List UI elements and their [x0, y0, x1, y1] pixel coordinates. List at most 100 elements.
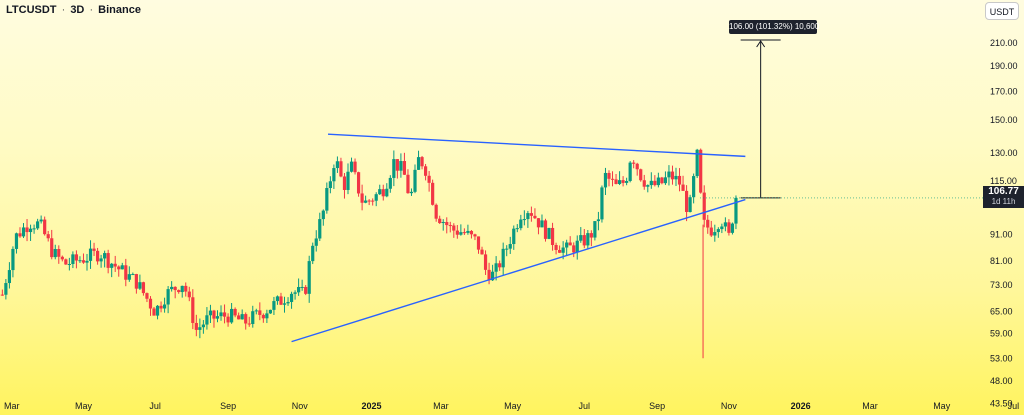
y-tick-label: 170.00: [990, 86, 1018, 96]
candle-body: [286, 301, 290, 304]
candle-body: [155, 305, 160, 316]
trendline-resistance[interactable]: [327, 133, 746, 158]
candle-body: [462, 232, 466, 234]
candle-body: [162, 304, 167, 309]
candle-body: [469, 230, 474, 235]
candle-body: [452, 225, 456, 231]
last-price-value: 106.77: [988, 186, 1019, 197]
candle-body: [71, 254, 75, 265]
candle-body: [60, 256, 64, 260]
candle-body: [159, 305, 163, 309]
x-tick-label: Nov: [292, 401, 309, 411]
candle-body: [297, 286, 301, 293]
x-tick-label: Mar: [433, 401, 449, 411]
candle-body: [695, 149, 699, 177]
candle-body: [558, 249, 562, 253]
candle-body: [282, 303, 287, 305]
y-tick-label: 130.00: [990, 148, 1018, 158]
candle-body: [565, 242, 569, 248]
candle-body: [529, 213, 533, 216]
candle-body: [688, 197, 692, 212]
candle-body: [706, 219, 710, 228]
candle-body: [519, 219, 523, 229]
candle-body: [388, 177, 392, 189]
candle-body: [311, 245, 315, 262]
y-tick-label: 65.00: [990, 307, 1013, 317]
y-tick-label: 210.00: [990, 38, 1018, 48]
candle-body: [522, 219, 526, 221]
candle-body: [342, 176, 347, 190]
candle-body: [561, 247, 565, 253]
candle-body: [586, 233, 590, 246]
x-tick-label: Mar: [862, 401, 878, 411]
candle-body: [543, 220, 548, 239]
x-tick-label: Nov: [721, 401, 738, 411]
symbol-header[interactable]: LTCUSDT · 3D · Binance: [6, 4, 141, 16]
candle-body: [141, 282, 146, 294]
candle-body: [18, 233, 22, 237]
candle-body: [684, 190, 689, 212]
candle-body: [692, 176, 696, 198]
candle-body: [339, 161, 343, 177]
candle-body: [117, 266, 121, 270]
candle-body: [635, 163, 639, 170]
candle-body: [420, 157, 424, 167]
candle-body: [593, 221, 597, 238]
candle-body: [177, 290, 181, 293]
candle-body: [575, 240, 579, 253]
candle-body: [392, 159, 396, 178]
candle-body: [614, 179, 618, 184]
candle-body: [230, 308, 234, 323]
candle-body: [170, 286, 174, 290]
candle-body: [364, 200, 368, 203]
symbol-name: LTCUSDT: [6, 4, 57, 16]
currency-button[interactable]: USDT: [985, 2, 1019, 20]
x-tick-label: Sep: [649, 401, 665, 411]
candle-body: [473, 234, 477, 237]
candle-body: [215, 316, 220, 319]
candle-body: [293, 292, 297, 294]
candle-body: [603, 172, 608, 188]
candle-body: [466, 230, 470, 233]
x-tick-label: 2026: [791, 401, 811, 411]
candle-body: [547, 227, 551, 239]
candle-body: [656, 177, 660, 186]
candle-body: [64, 259, 68, 265]
candle-body: [85, 260, 89, 263]
measure-label: 106.00 (101.32%) 10,600: [729, 20, 819, 34]
candle-body: [138, 282, 142, 289]
candle-body: [300, 286, 304, 288]
x-tick-label: Jul: [1008, 401, 1020, 411]
candle-body: [78, 260, 82, 262]
candle-body: [46, 234, 50, 239]
candle-body: [617, 180, 622, 184]
y-tick-label: 190.00: [990, 61, 1018, 71]
candle-body: [222, 312, 227, 317]
candle-body: [501, 248, 505, 268]
candle-body: [205, 315, 209, 325]
candle-body: [709, 227, 713, 236]
candle-body: [649, 180, 653, 186]
candle-body: [307, 261, 311, 294]
candle-body: [716, 229, 720, 233]
candle-body: [723, 222, 727, 227]
y-tick-label: 115.00: [990, 176, 1017, 186]
trendline-support[interactable]: [291, 198, 746, 343]
candle-body: [184, 285, 188, 292]
candle-body: [43, 219, 47, 235]
candle-body: [589, 233, 593, 238]
x-tick-label: 2025: [361, 401, 381, 411]
price-axis: 43.50 48.00 53.00 59.00 65.00 73.00 81.00 91.00…: [990, 38, 1018, 409]
candle-body: [381, 189, 385, 197]
candle-body: [621, 180, 625, 183]
candle-body: [367, 200, 371, 202]
candle-body: [88, 248, 93, 261]
x-tick-label: Jul: [149, 401, 161, 411]
interval-label: 3D: [70, 4, 85, 16]
candle-body: [402, 161, 407, 175]
candle-body: [187, 291, 191, 298]
candle-body: [399, 161, 403, 171]
header-sep-1: ·: [61, 4, 66, 16]
candle-body: [385, 188, 389, 197]
